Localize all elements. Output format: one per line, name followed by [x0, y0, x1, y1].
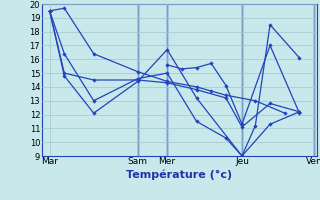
X-axis label: Température (°c): Température (°c) [126, 169, 232, 180]
